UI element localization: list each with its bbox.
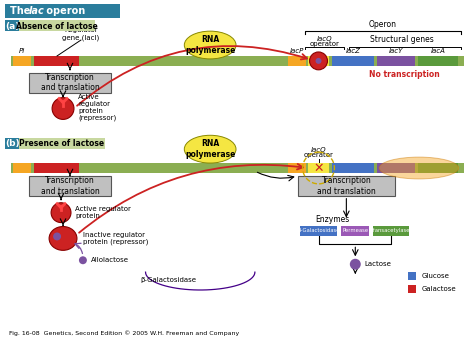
Bar — [19, 20, 95, 31]
Text: (a): (a) — [5, 22, 19, 31]
Text: Absence of lactose: Absence of lactose — [16, 22, 98, 31]
Ellipse shape — [310, 52, 328, 70]
Text: Inactive regulator
protein (repressor): Inactive regulator protein (repressor) — [83, 232, 148, 245]
Text: Operon: Operon — [368, 20, 396, 29]
Bar — [288, 56, 306, 66]
Text: Active regulator
protein: Active regulator protein — [75, 206, 131, 219]
Text: Active
regulator
protein
(repressor): Active regulator protein (repressor) — [78, 94, 116, 121]
Bar — [308, 56, 329, 66]
Ellipse shape — [49, 226, 77, 250]
Text: Enzymes: Enzymes — [316, 215, 350, 224]
Text: lacZ: lacZ — [346, 48, 361, 54]
Text: Allolactose: Allolactose — [91, 257, 129, 263]
Text: β-Galactosidase: β-Galactosidase — [297, 228, 340, 234]
Ellipse shape — [316, 58, 321, 64]
Bar — [29, 73, 111, 93]
Text: (b): (b) — [5, 139, 19, 148]
Text: Fig. 16-08  Genetics, Second Edition © 2005 W.H. Freeman and Company: Fig. 16-08 Genetics, Second Edition © 20… — [9, 331, 239, 337]
Text: The: The — [10, 6, 34, 16]
Bar — [373, 225, 409, 236]
Bar — [5, 4, 120, 18]
Ellipse shape — [53, 233, 61, 240]
Text: Glucose: Glucose — [422, 273, 450, 279]
Bar — [418, 163, 458, 173]
Bar — [418, 56, 458, 66]
Text: ✕: ✕ — [313, 161, 324, 175]
Text: RNA
polymerase: RNA polymerase — [185, 35, 236, 55]
Text: operator: operator — [310, 41, 339, 47]
Ellipse shape — [79, 256, 87, 264]
Text: Regulator
gene (lacI): Regulator gene (lacI) — [62, 27, 100, 41]
Bar — [377, 56, 415, 66]
Bar — [11, 163, 464, 173]
Text: lacA: lacA — [430, 48, 445, 54]
Text: lacO: lacO — [317, 36, 332, 42]
Bar — [19, 138, 105, 149]
Text: operon: operon — [43, 6, 85, 16]
Ellipse shape — [350, 259, 361, 270]
Text: Galactose: Galactose — [422, 286, 456, 292]
Bar — [332, 163, 374, 173]
Text: lac: lac — [28, 6, 44, 16]
Bar — [34, 163, 79, 173]
Text: lacO: lacO — [310, 147, 326, 153]
Bar — [298, 176, 395, 196]
Text: Transacetylase: Transacetylase — [371, 228, 411, 234]
Text: Pi: Pi — [19, 48, 26, 54]
Text: Presence of lactose: Presence of lactose — [19, 139, 105, 148]
Text: operator: operator — [303, 152, 333, 158]
Text: Transcription
and translation: Transcription and translation — [317, 176, 376, 196]
Ellipse shape — [379, 157, 459, 179]
Bar — [13, 163, 31, 173]
Bar — [13, 56, 31, 66]
Bar — [288, 163, 306, 173]
Bar — [34, 56, 79, 66]
Bar — [341, 225, 369, 236]
Ellipse shape — [51, 203, 71, 223]
Text: Transcription
and translation: Transcription and translation — [41, 176, 100, 196]
Bar — [5, 20, 19, 31]
Ellipse shape — [52, 98, 74, 119]
Bar — [377, 163, 415, 173]
Text: β-Galactosidase: β-Galactosidase — [140, 277, 196, 283]
Ellipse shape — [184, 31, 236, 59]
Bar — [408, 285, 416, 293]
Bar — [5, 138, 19, 149]
Bar — [29, 176, 111, 196]
Text: Permease: Permease — [342, 228, 368, 234]
Bar — [308, 163, 329, 173]
Bar — [11, 56, 464, 66]
Bar — [300, 225, 337, 236]
Ellipse shape — [184, 135, 236, 163]
Bar — [332, 56, 374, 66]
Text: RNA
polymerase: RNA polymerase — [185, 139, 236, 159]
Text: lacY: lacY — [389, 48, 403, 54]
Text: No transcription: No transcription — [369, 70, 439, 79]
Text: Lactose: Lactose — [364, 261, 391, 267]
Text: lacP: lacP — [290, 48, 304, 54]
Text: Structural genes: Structural genes — [370, 35, 434, 44]
Text: Transcription
and translation: Transcription and translation — [41, 73, 100, 93]
